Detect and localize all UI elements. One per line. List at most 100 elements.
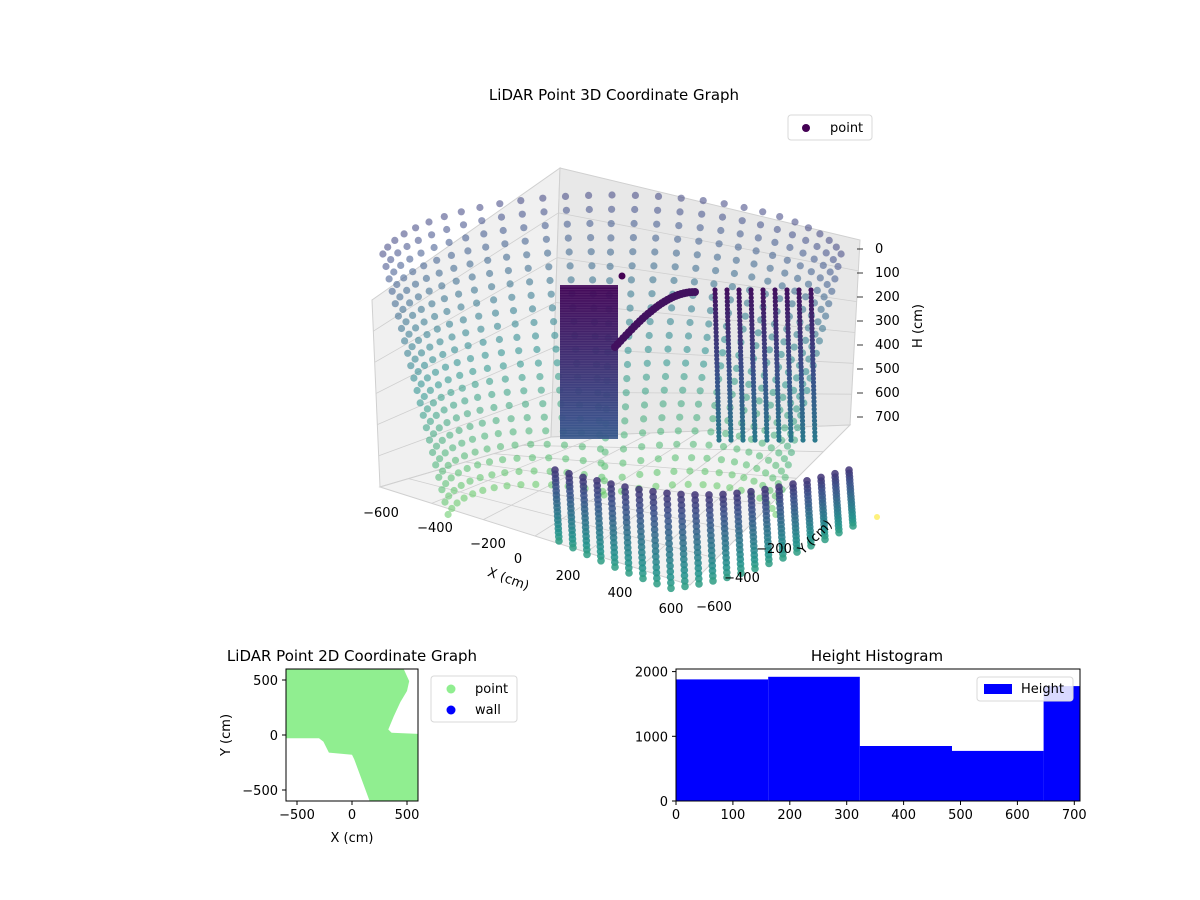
point-marker: [429, 399, 437, 407]
point-marker: [555, 537, 563, 545]
y-tick-label-hist: 1000: [635, 730, 668, 745]
point-marker: [545, 454, 553, 462]
point-marker: [768, 504, 776, 513]
point-marker: [803, 386, 811, 395]
histogram-title: Height Histogram: [811, 647, 943, 665]
point-marker: [622, 389, 630, 397]
point-marker: [403, 286, 411, 294]
point-marker: [715, 469, 723, 477]
point-marker: [448, 504, 456, 513]
point-marker: [483, 364, 491, 372]
point-marker: [405, 330, 413, 338]
point-marker: [796, 287, 802, 293]
point-marker: [394, 312, 402, 320]
point-marker: [488, 283, 496, 291]
point-marker: [737, 341, 744, 347]
point-marker: [600, 491, 608, 499]
z-tick-label: 700: [875, 410, 900, 425]
point-marker: [720, 200, 728, 208]
point-marker: [459, 221, 468, 229]
point-marker: [706, 307, 715, 315]
point-marker: [712, 306, 719, 312]
point-marker: [694, 564, 703, 572]
x-tick-label: −400: [417, 521, 453, 536]
point-marker: [811, 402, 817, 408]
point-marker: [665, 331, 673, 339]
point-marker: [788, 433, 794, 439]
point-marker: [635, 485, 643, 494]
point-marker: [560, 358, 618, 363]
point-marker: [437, 393, 445, 401]
point-marker: [749, 314, 755, 320]
point-marker: [724, 298, 730, 305]
point-marker: [379, 250, 387, 258]
point-marker: [748, 273, 756, 281]
point-marker: [409, 311, 417, 319]
point-marker: [726, 352, 732, 358]
point-marker: [748, 295, 754, 301]
point-marker: [736, 295, 742, 301]
point-marker: [624, 346, 632, 354]
point-marker: [797, 345, 804, 351]
point-marker: [804, 224, 813, 232]
point-marker: [738, 217, 746, 225]
histogram-bar: [1043, 686, 1080, 801]
point-marker: [750, 379, 757, 385]
point-marker: [713, 322, 719, 328]
point-marker: [798, 356, 804, 362]
point-marker: [466, 422, 474, 431]
point-marker: [626, 304, 634, 312]
x-tick-label-hist: 700: [1062, 808, 1087, 823]
point-marker: [587, 234, 595, 242]
point-marker: [811, 410, 817, 416]
point-marker: [724, 302, 731, 308]
legend-marker-wall: [446, 705, 456, 715]
point-marker: [639, 429, 647, 437]
point-marker: [682, 359, 690, 367]
point-marker: [560, 391, 618, 396]
point-marker: [447, 474, 455, 482]
point-marker: [601, 448, 609, 456]
point-marker: [751, 391, 757, 397]
point-marker: [456, 371, 464, 379]
point-marker: [560, 320, 618, 325]
point-marker: [639, 574, 647, 583]
point-marker: [761, 325, 767, 332]
point-marker: [499, 226, 507, 235]
point-marker: [725, 333, 731, 339]
point-marker: [479, 338, 487, 346]
point-marker: [677, 400, 685, 408]
point-marker: [560, 414, 618, 419]
point-marker: [601, 462, 609, 470]
point-marker: [560, 417, 618, 422]
point-marker: [476, 203, 484, 212]
point-marker: [680, 373, 688, 381]
point-marker: [691, 491, 699, 499]
point-marker: [578, 443, 586, 451]
point-marker: [446, 431, 454, 439]
point-marker: [445, 492, 453, 500]
point-marker: [809, 329, 815, 335]
point-marker: [560, 407, 618, 412]
point-marker: [652, 558, 660, 566]
point-marker: [473, 299, 481, 307]
point-marker: [769, 388, 777, 397]
point-marker: [769, 251, 777, 259]
point-marker: [560, 412, 618, 417]
point-marker: [763, 395, 769, 401]
point-marker: [831, 275, 839, 283]
point-marker: [493, 322, 502, 330]
histogram-bar: [952, 750, 1044, 801]
point-marker: [740, 433, 746, 439]
point-marker: [718, 213, 727, 221]
point-marker: [776, 437, 782, 443]
point-marker: [666, 567, 675, 576]
point-marker: [761, 322, 767, 328]
point-marker: [492, 417, 500, 425]
point-marker: [738, 348, 744, 355]
point-marker: [807, 542, 815, 550]
point-marker: [793, 374, 801, 382]
point-marker: [788, 437, 794, 443]
point-marker: [416, 399, 424, 407]
point-marker: [773, 314, 779, 320]
